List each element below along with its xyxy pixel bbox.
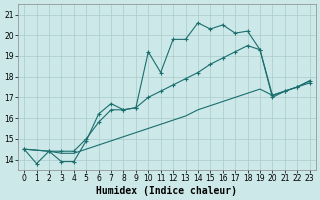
X-axis label: Humidex (Indice chaleur): Humidex (Indice chaleur) (96, 186, 237, 196)
